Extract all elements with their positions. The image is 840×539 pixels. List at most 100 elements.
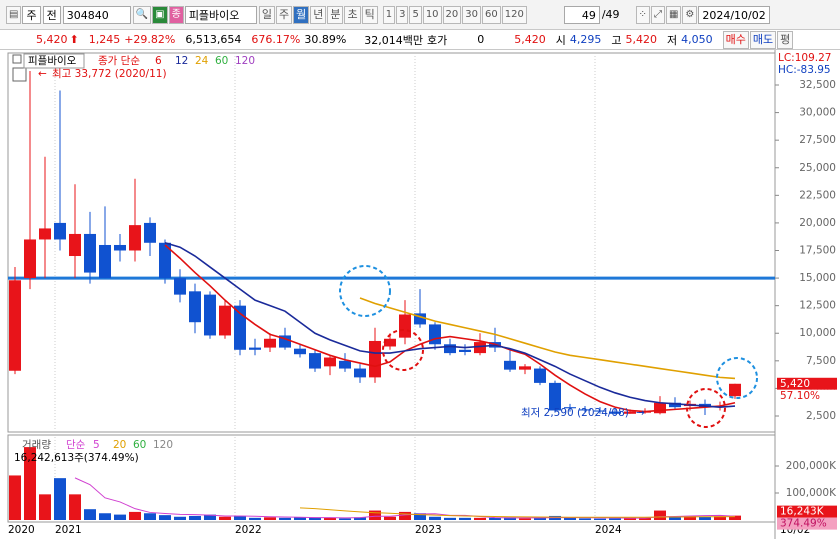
period-button[interactable]: 일 — [258, 5, 275, 24]
save-button[interactable]: ▦ — [665, 5, 682, 24]
period-button[interactable]: 주 — [275, 5, 293, 24]
period-button[interactable]: 틱 — [361, 5, 378, 24]
last-price-label-box — [777, 377, 837, 390]
volume-bar — [144, 513, 156, 520]
y-tick-label: 22,500 — [799, 189, 836, 201]
y-tick-label: 15,000 — [799, 272, 836, 284]
volume-last-label-box — [777, 505, 837, 518]
interval-button[interactable]: 10 — [422, 5, 442, 24]
interval-button[interactable]: 120 — [501, 5, 527, 24]
legend-item: 60 — [133, 439, 146, 451]
candle-body — [579, 409, 591, 411]
candle-body — [39, 228, 51, 240]
volume-bar — [564, 517, 576, 520]
legend-item: 24 — [195, 55, 209, 67]
y-tick-label: 12,500 — [799, 300, 836, 312]
y-tick-label: 30,000 — [799, 107, 836, 119]
candle-body — [24, 239, 36, 279]
interval-button[interactable]: 3 — [396, 5, 409, 24]
icon — [12, 54, 22, 64]
high-note-arrow: ← — [38, 68, 47, 80]
candle-body — [69, 233, 81, 257]
period-button[interactable]: 초 — [344, 5, 361, 24]
high-note: 최고 33,772 (2020/11) — [52, 68, 167, 80]
count: 49 — [563, 5, 600, 24]
volume-bar — [324, 517, 336, 520]
search-button[interactable]: 🔍 — [132, 5, 152, 24]
volume-bar — [504, 517, 516, 520]
low-note: 최저 2,590 (2024/08) — [521, 407, 629, 419]
period-button[interactable]: 년 — [310, 5, 327, 24]
x-tick-label: 2024 — [595, 524, 622, 536]
candle-body — [189, 291, 201, 323]
date-input[interactable]: 2024/10/02 — [698, 5, 770, 24]
y-tick-label: 27,500 — [799, 134, 836, 146]
low-label: 저 — [667, 33, 678, 47]
candle-body — [429, 324, 441, 345]
y-tick-label: 100,000K — [786, 487, 837, 499]
volume-bar — [489, 517, 501, 520]
avg-button[interactable]: 평 — [777, 30, 794, 49]
legend-item: 20 — [113, 439, 126, 451]
candle-body — [249, 347, 261, 350]
interval-button[interactable]: 60 — [482, 5, 501, 24]
volume-bar — [729, 515, 741, 520]
period-button[interactable]: 분 — [327, 5, 344, 24]
volume-bar — [264, 517, 276, 520]
news-button[interactable]: ▣ — [152, 5, 168, 24]
badge: 종 — [168, 5, 184, 24]
legend-box — [23, 53, 85, 69]
tool-button[interactable]: ⤢ — [650, 5, 665, 24]
volume: 6,513,654 — [185, 33, 242, 46]
sell-button[interactable]: 매도 — [749, 30, 777, 49]
volume-bar — [669, 517, 681, 520]
candle-body — [234, 305, 246, 350]
candle-body — [534, 368, 546, 383]
candle-body — [384, 338, 396, 347]
buy-button[interactable]: 매수 — [722, 30, 749, 49]
scope-select[interactable]: 전 — [42, 5, 61, 24]
code-input[interactable]: 304840 — [62, 5, 131, 24]
y-tick-label: 32,500 — [799, 79, 836, 91]
interval-button[interactable]: 30 — [462, 5, 482, 24]
candle-body — [474, 342, 486, 354]
layout-button[interactable]: ▤ — [6, 5, 22, 24]
candle-body — [594, 410, 606, 412]
candle-body — [294, 348, 306, 355]
x-tick-label: 2023 — [415, 524, 442, 536]
high: 5,420 — [625, 33, 658, 46]
x-tick-label: 2022 — [235, 524, 262, 536]
chart: 피플바이오 종가 단순 ← 최고 33,772 (2020/11) 최저 2,5… — [7, 50, 837, 539]
volume-bar — [519, 518, 531, 520]
volume-bar — [684, 515, 696, 520]
quote-bar: 5,420 ⬆ 1,245 +29.82% 6,513,654 676.17% 3… — [0, 30, 840, 50]
y-tick-label: 20,000 — [799, 217, 836, 229]
highlight-circle — [716, 357, 758, 399]
volume-ratio: 676.17% — [251, 33, 301, 46]
volume-bar — [69, 494, 81, 520]
candle-body — [519, 366, 531, 370]
ma-label: 종가 단순 — [98, 55, 140, 67]
grid — [54, 53, 779, 522]
highlight-circle — [382, 329, 424, 371]
interval-button[interactable]: 5 — [409, 5, 422, 24]
icon[interactable] — [12, 67, 27, 82]
market-select[interactable]: 주 — [22, 5, 41, 24]
candle-body — [624, 411, 636, 414]
candle-body — [609, 411, 621, 414]
candle-body — [339, 360, 351, 369]
legend-item: 6 — [155, 55, 162, 67]
interval-button[interactable]: 20 — [442, 5, 462, 24]
legend-item: 120 — [153, 439, 173, 451]
last-pct-label-box — [777, 389, 837, 402]
volume-bar — [654, 510, 666, 520]
volume-bar — [699, 516, 711, 520]
interval-button[interactable]: 1 — [382, 5, 396, 24]
settings-button[interactable]: ⚙ — [682, 5, 698, 24]
period-button[interactable]: 월 — [293, 5, 310, 24]
candle-body — [324, 357, 336, 367]
tool-button[interactable]: ⁘ — [635, 5, 650, 24]
volume-bar — [579, 518, 591, 520]
volume-bar — [444, 517, 456, 520]
candle-body — [54, 222, 66, 240]
